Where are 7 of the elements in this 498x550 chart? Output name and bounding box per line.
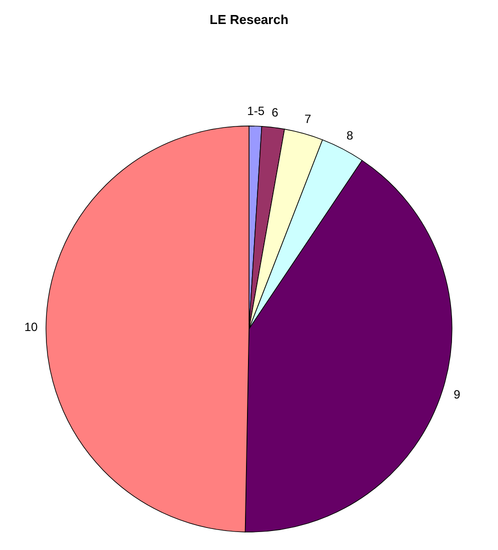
slice-label: 7 — [304, 112, 312, 126]
slice-label: 6 — [272, 106, 279, 120]
slice-label: 1-5 — [247, 104, 265, 118]
slice-label: 10 — [24, 320, 38, 334]
chart-title: LE Research — [210, 12, 288, 28]
slice-label: 9 — [454, 387, 461, 402]
slice-label: 8 — [346, 128, 354, 143]
